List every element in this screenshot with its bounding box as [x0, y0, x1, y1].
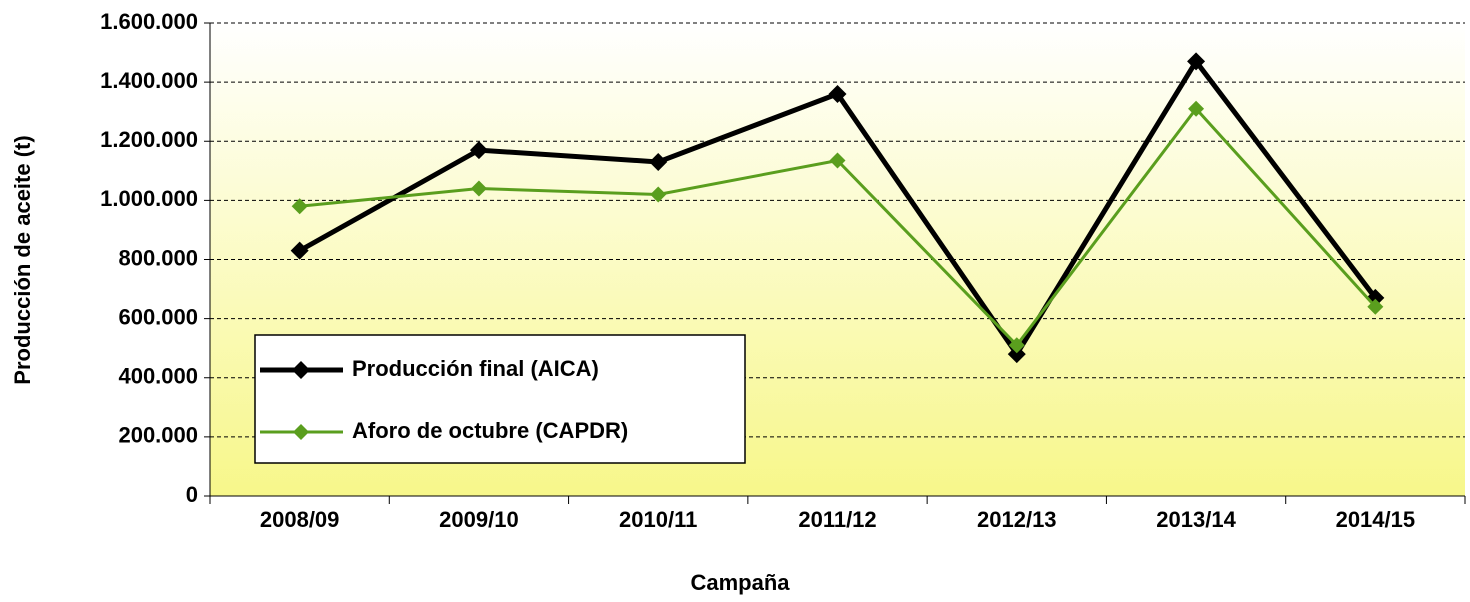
legend-marker: [293, 424, 309, 440]
legend-marker: [292, 361, 310, 379]
y-tick-label: 0: [186, 482, 198, 507]
x-tick-label: 2011/12: [798, 507, 876, 532]
marker: [469, 141, 488, 160]
y-tick-label: 1.200.000: [100, 127, 198, 152]
legend: [254, 334, 746, 464]
y-tick-label: 1.400.000: [100, 68, 198, 93]
marker: [1007, 345, 1026, 364]
x-tick-label: 2012/13: [977, 507, 1057, 532]
marker: [1008, 337, 1025, 354]
marker: [649, 152, 668, 171]
marker: [1188, 100, 1205, 117]
marker: [829, 152, 846, 169]
marker: [1367, 298, 1384, 315]
marker: [650, 186, 667, 203]
marker: [470, 180, 487, 197]
y-tick-label: 800.000: [118, 245, 198, 270]
y-tick-label: 400.000: [118, 364, 198, 389]
x-tick-label: 2013/14: [1156, 507, 1236, 532]
y-tick-label: 600.000: [118, 304, 198, 329]
y-axis-label: Producción de aceite (t): [10, 135, 35, 384]
x-tick-label: 2008/09: [260, 507, 340, 532]
x-tick-label: 2009/10: [439, 507, 519, 532]
x-tick-label: 2010/11: [619, 507, 697, 532]
y-tick-label: 1.000.000: [100, 186, 198, 211]
legend-label: Aforo de octubre (CAPDR): [352, 418, 628, 443]
y-tick-label: 200.000: [118, 423, 198, 448]
x-tick-label: 2014/15: [1336, 507, 1416, 532]
marker: [1187, 52, 1206, 71]
marker: [291, 198, 308, 215]
marker: [290, 241, 309, 260]
marker: [828, 84, 847, 103]
y-tick-label: 1.600.000: [100, 9, 198, 34]
x-axis-label: Campaña: [690, 570, 790, 595]
legend-label: Producción final (AICA): [352, 356, 599, 381]
